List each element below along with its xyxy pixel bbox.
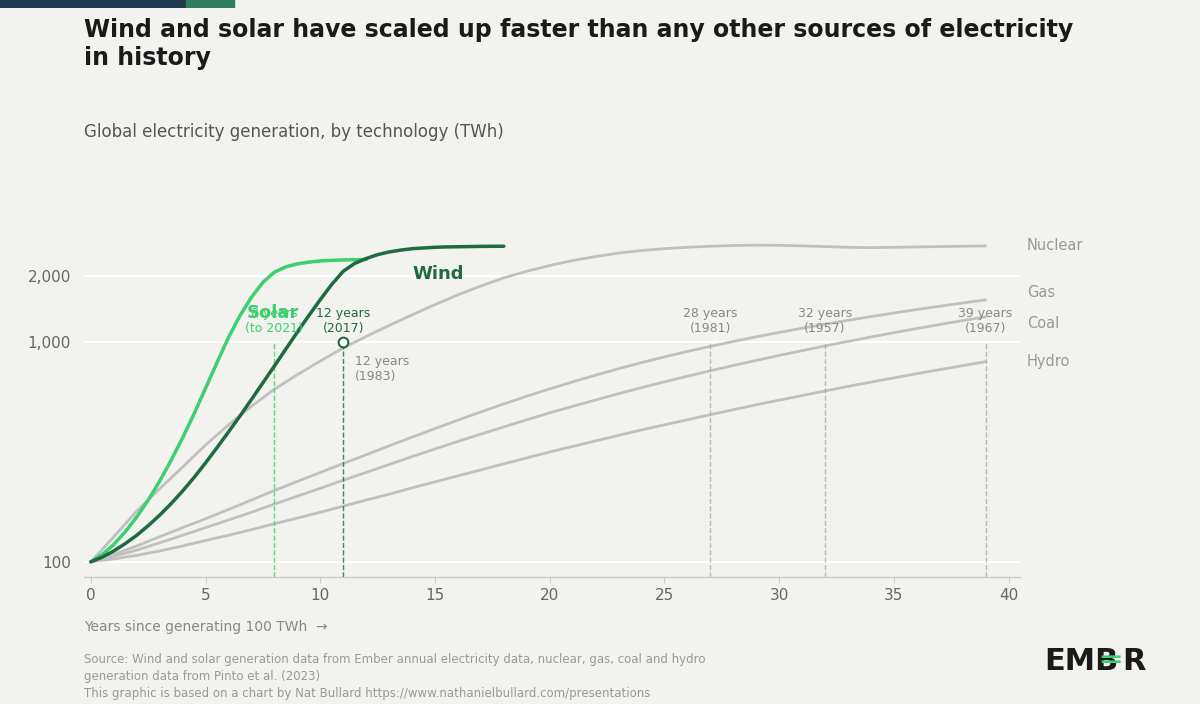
Bar xyxy=(186,0,234,8)
Text: Wind: Wind xyxy=(412,265,463,282)
Text: R: R xyxy=(1122,647,1146,676)
Text: Solar: Solar xyxy=(247,304,299,322)
Text: Global electricity generation, by technology (TWh): Global electricity generation, by techno… xyxy=(84,123,504,142)
Text: 12 years
(1983): 12 years (1983) xyxy=(355,356,409,384)
Text: Source: Wind and solar generation data from Ember annual electricity data, nucle: Source: Wind and solar generation data f… xyxy=(84,653,706,700)
Text: Hydro: Hydro xyxy=(1027,354,1070,369)
Text: EMB: EMB xyxy=(1044,647,1118,676)
Text: ═: ═ xyxy=(1102,647,1120,676)
Text: Coal: Coal xyxy=(1027,316,1060,331)
Text: Nuclear: Nuclear xyxy=(1027,239,1084,253)
Bar xyxy=(0,0,186,8)
Text: Gas: Gas xyxy=(1027,285,1055,300)
Text: Years since generating 100 TWh  →: Years since generating 100 TWh → xyxy=(84,620,328,634)
Text: Wind and solar have scaled up faster than any other sources of electricity
in hi: Wind and solar have scaled up faster tha… xyxy=(84,18,1073,70)
Text: 39 years
(1967): 39 years (1967) xyxy=(959,307,1013,334)
Text: 32 years
(1957): 32 years (1957) xyxy=(798,307,852,334)
Text: 28 years
(1981): 28 years (1981) xyxy=(683,307,738,334)
Text: 12 years
(2017): 12 years (2017) xyxy=(316,307,371,334)
Text: 8 years
(to 2021): 8 years (to 2021) xyxy=(246,307,304,334)
